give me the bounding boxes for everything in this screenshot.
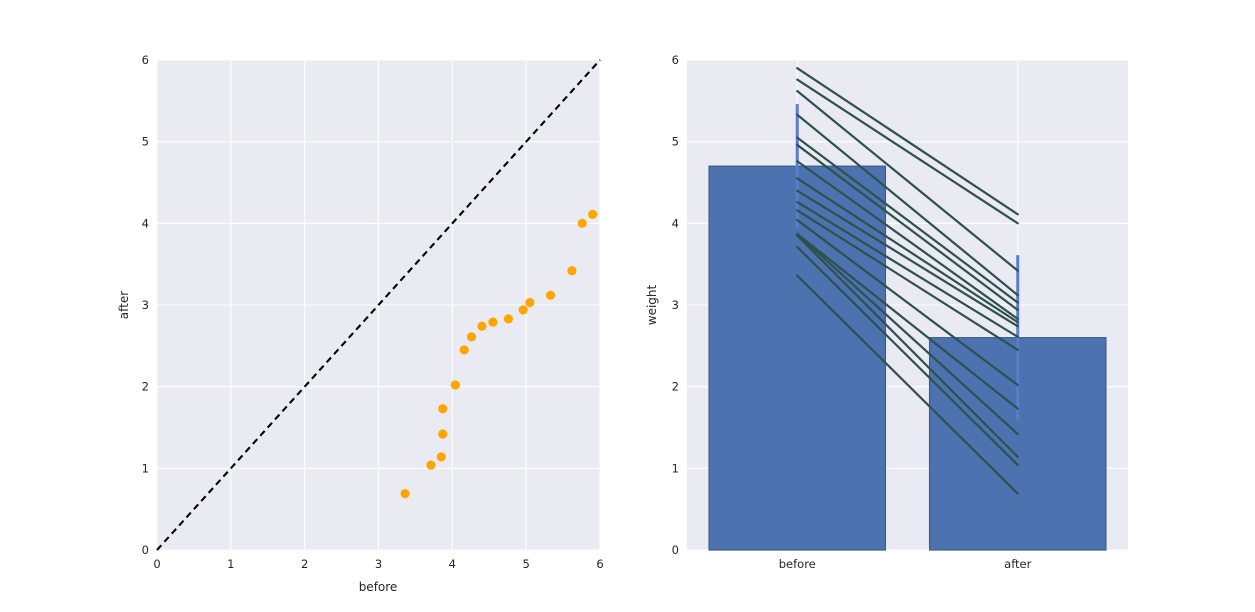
right-plot-y-tick-label: 0 (672, 543, 679, 557)
scatter-point (400, 489, 410, 499)
right-plot-category-label: before (779, 557, 816, 571)
pair-line (796, 160, 1019, 320)
pair-line (796, 143, 1019, 311)
scatter-point (488, 317, 498, 327)
left-plot-y-tick-label: 6 (142, 53, 149, 67)
left-plot-x-tick-label: 1 (227, 557, 234, 571)
left-plot-y-tick-label: 1 (142, 461, 149, 475)
right-plot-y-tick-label: 2 (672, 380, 679, 394)
scatter-point (518, 305, 528, 315)
pair-line (796, 201, 1019, 338)
scatter-point (577, 218, 587, 228)
right-plot-y-tick-label: 6 (672, 53, 679, 67)
scatter-point (525, 297, 535, 308)
pair-line (796, 113, 1019, 297)
pair-line (796, 232, 1019, 410)
pair-line (796, 274, 1019, 495)
scatter-point (588, 209, 598, 219)
pair-line (796, 189, 1019, 328)
left-plot-xlabel: before (358, 580, 398, 594)
scatter-point (426, 460, 436, 470)
pair-line (796, 209, 1019, 352)
left-plot-x-tick-label: 6 (596, 557, 603, 571)
pair-line (796, 177, 1019, 324)
left-plot-y-tick-label: 5 (142, 135, 149, 149)
left-plot-y-tick-label: 3 (142, 298, 149, 312)
pair-line (796, 67, 1019, 216)
left-plot-x-tick-label: 4 (449, 557, 456, 571)
left-plot-ylabel: after (117, 290, 131, 320)
scatter-point (436, 452, 446, 462)
bar-before (708, 165, 887, 551)
right-plot-y-tick-label: 3 (672, 298, 679, 312)
right-plot-y-tick-label: 1 (672, 461, 679, 475)
left-plot-y-tick-label: 4 (142, 216, 149, 230)
scatter-point (466, 332, 477, 342)
left-plot-x-tick-label: 2 (301, 557, 308, 571)
scatter-point (438, 404, 448, 414)
right-plot-ylabel: weight (645, 284, 659, 326)
scatter-point (459, 345, 469, 355)
left-plot-x-tick-label: 0 (153, 557, 160, 571)
scatter-point (545, 290, 556, 300)
identity-line (156, 59, 601, 551)
left-plot-y-tick-label: 0 (142, 543, 149, 557)
pair-line (796, 78, 1019, 225)
pair-line (796, 136, 1019, 304)
right-plot-y-tick-label: 5 (672, 135, 679, 149)
pair-line (796, 218, 1019, 387)
scatter-point (567, 266, 577, 276)
pair-line (796, 232, 1019, 436)
scatter-point (477, 321, 487, 331)
scatter-point (438, 429, 448, 439)
left-plot-y-tick-label: 2 (142, 380, 149, 394)
right-plot-y-tick-label: 4 (672, 216, 679, 230)
left-plot-x-tick-label: 5 (523, 557, 530, 571)
scatter-point (503, 314, 514, 324)
pair-line (796, 234, 1019, 458)
pair-line (796, 245, 1019, 467)
left-plot-x-tick-label: 3 (375, 557, 382, 571)
right-plot-category-label: after (1004, 557, 1031, 571)
pair-line (796, 89, 1019, 272)
scatter-point (450, 380, 460, 390)
